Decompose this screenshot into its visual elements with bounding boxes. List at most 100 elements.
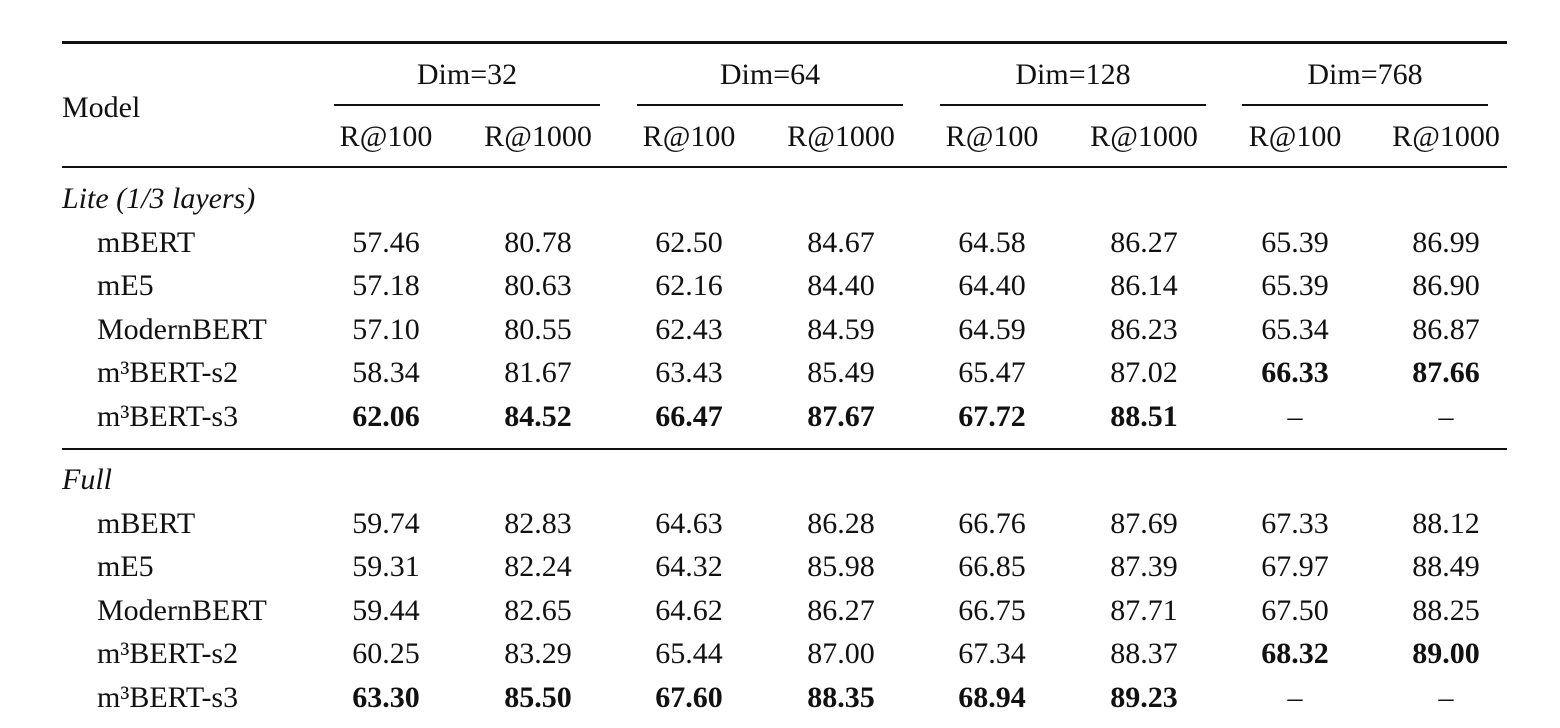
cell: 86.27 (1110, 225, 1178, 259)
cell: 84.59 (807, 312, 875, 346)
cell: 63.30 (352, 681, 420, 714)
group-underline (334, 104, 600, 106)
cell: 64.63 (655, 506, 723, 540)
cell: 85.49 (807, 356, 875, 390)
cell: 84.67 (807, 225, 875, 259)
cell: 64.40 (958, 269, 1026, 303)
cell: 88.37 (1110, 637, 1178, 671)
group-underline (940, 104, 1206, 106)
column-header: R@100 (945, 120, 1039, 153)
cell: 86.14 (1110, 269, 1178, 303)
cell: 84.40 (807, 269, 875, 303)
cell: 64.58 (958, 225, 1026, 259)
cell: 87.02 (1110, 356, 1178, 390)
cell: 67.97 (1261, 550, 1329, 584)
section-title: Lite (1/3 layers) (62, 182, 256, 215)
cell: 88.51 (1110, 400, 1178, 433)
cell: 86.99 (1412, 225, 1480, 259)
cell: 88.25 (1412, 593, 1480, 627)
group-underline (637, 104, 903, 106)
cell: 82.83 (504, 506, 572, 540)
cell: 84.52 (504, 400, 572, 433)
model-name: m³BERT-s2 (97, 356, 239, 390)
model-name: ModernBERT (97, 312, 267, 346)
cell: 67.72 (958, 400, 1026, 433)
cell: 80.55 (504, 312, 572, 346)
cell: 65.34 (1261, 312, 1329, 346)
cell: 67.60 (655, 681, 723, 714)
column-header: R@100 (339, 120, 433, 153)
cell: 65.39 (1261, 225, 1329, 259)
column-header: R@1000 (1090, 120, 1198, 153)
cell: 66.76 (958, 506, 1026, 540)
cell: 83.29 (504, 637, 572, 671)
cell: 63.43 (655, 356, 723, 390)
cell: 60.25 (352, 637, 420, 671)
cell: 68.32 (1261, 637, 1329, 671)
column-header: R@1000 (1392, 120, 1500, 153)
section-title: Full (62, 463, 112, 496)
model-name: mBERT (97, 225, 196, 259)
group-header: Dim=32 (416, 58, 518, 91)
model-name: mE5 (97, 269, 154, 303)
model-name: mE5 (97, 550, 154, 584)
model-header: Model (62, 91, 141, 124)
cell: 62.50 (655, 225, 723, 259)
cell: 66.85 (958, 550, 1026, 584)
cell: 62.16 (655, 269, 723, 303)
cell: 87.39 (1110, 550, 1178, 584)
model-name: m³BERT-s2 (97, 637, 239, 671)
cell: 85.50 (504, 681, 572, 714)
group-header: Dim=128 (1015, 58, 1131, 91)
cell: 86.87 (1412, 312, 1480, 346)
cell: 68.94 (958, 681, 1026, 714)
cell: – (1287, 400, 1303, 433)
cell: 87.67 (807, 400, 875, 433)
cell: 89.23 (1110, 681, 1178, 714)
group-header: Dim=64 (719, 58, 821, 91)
cell: 62.43 (655, 312, 723, 346)
cell: 66.47 (655, 400, 723, 433)
cell: 58.34 (352, 356, 420, 390)
cell: 88.35 (807, 681, 875, 714)
cell: – (1438, 681, 1454, 714)
cell: 59.31 (352, 550, 420, 584)
cell: 62.06 (352, 400, 420, 433)
cell: 64.62 (655, 593, 723, 627)
cell: 89.00 (1412, 637, 1480, 671)
cell: 65.47 (958, 356, 1026, 390)
cell: 87.69 (1110, 506, 1178, 540)
cell: 81.67 (504, 356, 572, 390)
cell: 88.49 (1412, 550, 1480, 584)
cell: 86.28 (807, 506, 875, 540)
cell: 65.39 (1261, 269, 1329, 303)
cell: 86.90 (1412, 269, 1480, 303)
column-header: R@1000 (484, 120, 592, 153)
cell: 57.18 (352, 269, 420, 303)
group-underline (1242, 104, 1488, 106)
column-header: R@100 (642, 120, 736, 153)
cell: 82.24 (504, 550, 572, 584)
top-rule (62, 41, 1507, 44)
cell: 67.33 (1261, 506, 1329, 540)
cell: 66.75 (958, 593, 1026, 627)
column-header: R@1000 (787, 120, 895, 153)
cell: 87.71 (1110, 593, 1178, 627)
model-name: m³BERT-s3 (97, 681, 239, 714)
cell: 66.33 (1261, 356, 1329, 390)
cell: 80.63 (504, 269, 572, 303)
column-header: R@100 (1248, 120, 1342, 153)
model-name: m³BERT-s3 (97, 400, 239, 433)
cell: 82.65 (504, 593, 572, 627)
cell: 80.78 (504, 225, 572, 259)
cell: 87.66 (1412, 356, 1480, 390)
cell: 57.46 (352, 225, 420, 259)
cell: 64.59 (958, 312, 1026, 346)
model-name: ModernBERT (97, 593, 267, 627)
cell: 64.32 (655, 550, 723, 584)
cell: 57.10 (352, 312, 420, 346)
model-name: mBERT (97, 506, 196, 540)
cell: 59.44 (352, 593, 420, 627)
cell: 65.44 (655, 637, 723, 671)
